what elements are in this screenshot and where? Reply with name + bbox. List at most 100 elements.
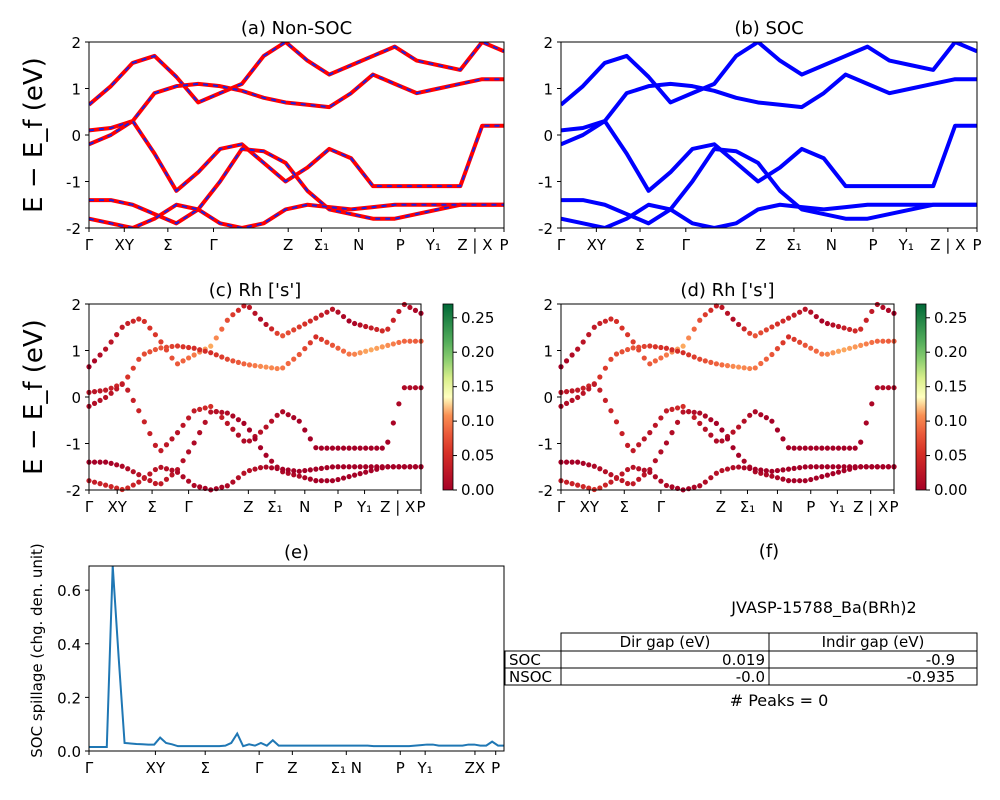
- spillage-ylabel: SOC spillage (chg. den. unit): [28, 543, 46, 758]
- projection-point: [346, 464, 352, 470]
- projection-point: [769, 473, 775, 479]
- projection-point: [863, 464, 869, 470]
- colorbar-tick-label: 0.25: [934, 309, 967, 327]
- colorbar-tick-label: 0.25: [461, 309, 494, 327]
- projection-point: [352, 445, 358, 451]
- projection-point: [602, 469, 609, 475]
- projection-point: [263, 424, 269, 430]
- band-ylabel-top: E − E_f (eV): [19, 57, 49, 213]
- projection-point: [379, 344, 385, 350]
- projection-point: [619, 325, 625, 331]
- projection-point: [119, 463, 125, 469]
- projection-point: [307, 476, 313, 482]
- projection-point: [835, 464, 842, 470]
- y-tick-label: 2: [71, 296, 81, 314]
- colorbar-tick-label: 0.15: [461, 378, 494, 396]
- projection-point: [758, 412, 764, 418]
- y-tick-label: -1: [66, 174, 81, 192]
- projection-point: [103, 459, 109, 465]
- projection-point: [847, 464, 853, 470]
- x-tick-label: XY: [115, 236, 135, 254]
- projection-point: [246, 438, 253, 444]
- projection-point: [340, 445, 347, 451]
- x-tick-label: Y₁: [356, 498, 372, 516]
- x-tick-label: Z: [716, 498, 726, 516]
- projection-point: [329, 478, 336, 484]
- projection-point: [647, 361, 653, 367]
- projection-point: [808, 345, 814, 351]
- projection-point: [130, 397, 136, 404]
- projection-point: [691, 414, 697, 421]
- x-tick-label: Σ₁: [267, 498, 283, 516]
- projection-point: [724, 310, 731, 316]
- projection-point: [119, 381, 125, 388]
- projection-point: [147, 471, 153, 477]
- projection-point: [335, 345, 341, 351]
- projection-point: [602, 397, 609, 404]
- projection-point: [390, 317, 396, 323]
- projection-point: [246, 362, 253, 368]
- projection-point: [797, 465, 803, 471]
- projection-point: [680, 350, 686, 356]
- x-tick-label: Σ: [635, 236, 644, 254]
- projection-point: [625, 346, 631, 353]
- projection-point: [274, 365, 280, 372]
- projection-point: [235, 475, 241, 481]
- projection-point: [636, 344, 642, 350]
- projection-point: [674, 419, 681, 425]
- projection-point: [213, 409, 219, 415]
- projection-point: [213, 335, 219, 341]
- projection-point: [285, 467, 291, 473]
- projection-point: [586, 485, 592, 491]
- projection-point: [186, 449, 192, 455]
- band-dash-overlay: [89, 73, 504, 132]
- projection-point: [202, 405, 208, 411]
- projection-point: [874, 385, 880, 391]
- projection-point: [808, 476, 814, 483]
- projection-point: [302, 321, 308, 327]
- projection-point: [569, 459, 575, 465]
- projection-point: [830, 350, 836, 356]
- projection-point: [691, 326, 697, 332]
- projection-point: [97, 352, 103, 358]
- plot-frame: [88, 303, 422, 491]
- projection-point: [613, 318, 620, 325]
- projection-point: [147, 477, 153, 484]
- projection-point: [174, 469, 181, 475]
- x-tick-label: ZX: [465, 759, 486, 777]
- projection-point: [663, 482, 670, 489]
- projection-point: [575, 387, 581, 393]
- projection-point: [302, 475, 308, 481]
- projection-point: [780, 318, 786, 324]
- projection-point: [858, 326, 864, 332]
- projection-point: [885, 464, 892, 470]
- projection-point: [636, 442, 642, 448]
- projection-point: [702, 479, 708, 485]
- projection-point: [269, 365, 275, 371]
- table-cell: -0.0: [736, 668, 765, 686]
- projection-point: [802, 445, 808, 451]
- projection-point: [619, 471, 625, 477]
- projection-point: [180, 458, 186, 464]
- projection-point: [163, 476, 170, 482]
- projection-point: [608, 356, 614, 362]
- projection-point: [252, 466, 258, 472]
- x-tick-label: Y₁: [417, 759, 433, 777]
- projection-point: [385, 326, 391, 332]
- projection-point: [152, 442, 158, 448]
- projection-point: [758, 360, 764, 367]
- projection-point: [663, 408, 670, 414]
- projection-point: [652, 358, 658, 364]
- table-cell: -0.9: [926, 651, 955, 669]
- projection-point: [819, 473, 825, 480]
- plot-frame: [88, 41, 505, 229]
- projection-point: [702, 413, 708, 419]
- projection-point: [224, 356, 230, 362]
- projection-point: [669, 484, 675, 490]
- projection-point: [569, 352, 575, 358]
- band-dash-overlay: [89, 203, 504, 228]
- projection-point: [125, 485, 131, 491]
- projection-point: [191, 408, 197, 414]
- projection-point: [569, 397, 575, 404]
- projection-point: [307, 467, 313, 473]
